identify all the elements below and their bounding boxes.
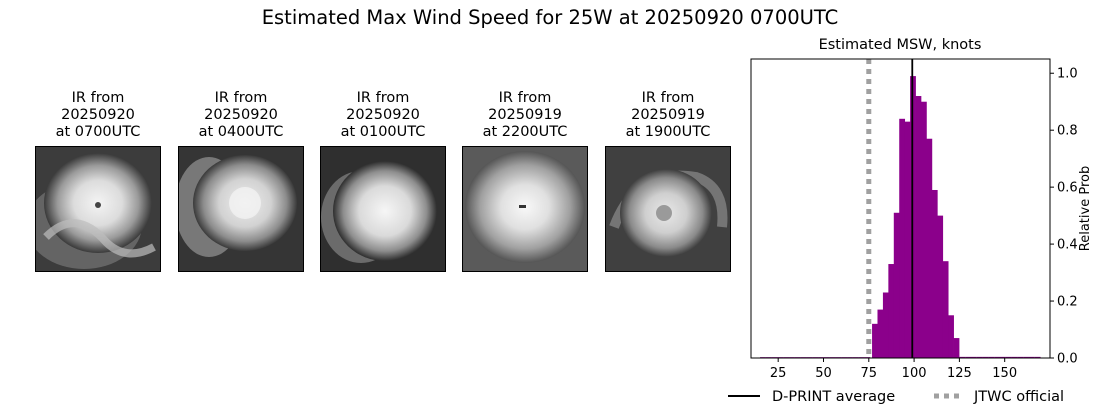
legend-jtwc-label: JTWC official — [973, 389, 1064, 405]
histogram-bar — [915, 96, 922, 359]
ir-caption-time: at 1900UTC — [625, 124, 711, 140]
y-tick-label: 0.4 — [1057, 238, 1078, 253]
histogram-bar — [893, 212, 900, 358]
y-axis-label: Relative Prob — [1078, 166, 1093, 251]
histogram-bar — [926, 138, 933, 358]
legend-dprint-label: D-PRINT average — [772, 389, 895, 405]
x-tick-label: 25 — [770, 366, 787, 381]
histogram-bar — [877, 309, 884, 358]
ir-caption: IR from 20250920 at 0400UTC — [178, 90, 304, 141]
ir-panel-4: IR from 20250919 at 2200UTC — [462, 90, 588, 272]
ir-caption-date: 20250920 — [204, 107, 278, 123]
y-tick-label: 1.0 — [1057, 67, 1078, 82]
histogram-bar — [1034, 356, 1041, 358]
x-tick-label: 75 — [861, 366, 878, 381]
ir-caption-date: 20250920 — [346, 107, 420, 123]
x-tick-label: 125 — [947, 366, 972, 381]
histogram-bar — [1028, 356, 1035, 358]
ir-caption-line: IR from — [498, 90, 552, 106]
msw-histogram-chart: Estimated MSW, knots 25 50 75 100 125 150 0.0… — [728, 37, 1093, 405]
histogram-bar — [920, 101, 927, 358]
ir-caption-time: at 2200UTC — [482, 124, 568, 140]
ir-caption-date: 20250920 — [61, 107, 135, 123]
histogram-bar — [1017, 356, 1024, 358]
histogram-bar — [976, 356, 983, 358]
chart-legend: D-PRINT average JTWC official — [728, 389, 1064, 405]
ir-panel-5: IR from 20250919 at 1900UTC — [605, 90, 731, 272]
ir-caption-time: at 0700UTC — [55, 124, 141, 140]
ir-caption-line: IR from — [641, 90, 695, 106]
histogram-bar — [953, 338, 960, 358]
histogram-bar — [1005, 356, 1012, 358]
ir-caption-line: IR from — [356, 90, 410, 106]
y-tick-label: 0.2 — [1057, 295, 1078, 310]
histogram-bars — [760, 76, 1041, 359]
ir-caption-time: at 0100UTC — [340, 124, 426, 140]
y-tick-label: 0.8 — [1057, 124, 1078, 139]
histogram-bar — [931, 189, 938, 358]
histogram-bar — [1011, 356, 1018, 358]
x-tick-label: 50 — [815, 366, 832, 381]
axes-frame — [750, 58, 1051, 359]
ir-satellite-image — [320, 146, 446, 272]
y-tick-label: 0.0 — [1057, 352, 1078, 367]
histogram-bar — [994, 356, 1000, 358]
histogram-bar — [937, 215, 944, 358]
histogram-bar — [872, 323, 878, 358]
histogram-bar — [982, 356, 989, 358]
ir-caption-date: 20250919 — [488, 107, 562, 123]
histogram-bar — [988, 356, 995, 358]
histogram-bar — [899, 118, 906, 358]
ir-caption: IR from 20250919 at 1900UTC — [605, 90, 731, 141]
histogram-bar — [970, 356, 977, 358]
histogram-bar — [948, 315, 954, 358]
ir-satellite-image — [605, 146, 731, 272]
histogram-bar — [882, 292, 889, 358]
x-axis-ticks: 25 50 75 100 125 150 — [770, 358, 1017, 381]
ir-caption: IR from 20250920 at 0700UTC — [35, 90, 161, 141]
histogram-bar — [1023, 356, 1029, 358]
ir-caption-date: 20250919 — [631, 107, 705, 123]
histogram-bar — [965, 356, 971, 358]
chart-title: Estimated MSW, knots — [819, 37, 982, 53]
ir-satellite-image — [178, 146, 304, 272]
x-tick-label: 150 — [992, 366, 1017, 381]
histogram-bar — [942, 261, 949, 358]
ir-caption-time: at 0400UTC — [198, 124, 284, 140]
ir-caption-line: IR from — [71, 90, 125, 106]
y-axis-ticks: 0.0 0.2 0.4 0.6 0.8 1.0 — [1050, 67, 1078, 367]
histogram-bar — [999, 356, 1006, 358]
x-tick-label: 100 — [902, 366, 927, 381]
y-tick-label: 0.6 — [1057, 181, 1078, 196]
ir-panel-3: IR from 20250920 at 0100UTC — [320, 90, 446, 272]
ir-satellite-image — [35, 146, 161, 272]
histogram-bar — [959, 356, 966, 358]
histogram-bar — [904, 121, 911, 359]
histogram-bar — [888, 264, 895, 358]
ir-caption: IR from 20250919 at 2200UTC — [462, 90, 588, 141]
ir-panel-1: IR from 20250920 at 0700UTC — [35, 90, 161, 272]
ir-caption-line: IR from — [214, 90, 268, 106]
ir-panel-2: IR from 20250920 at 0400UTC — [178, 90, 304, 272]
figure-title: Estimated Max Wind Speed for 25W at 2025… — [261, 6, 839, 29]
ir-caption: IR from 20250920 at 0100UTC — [320, 90, 446, 141]
ir-satellite-image — [462, 146, 588, 272]
